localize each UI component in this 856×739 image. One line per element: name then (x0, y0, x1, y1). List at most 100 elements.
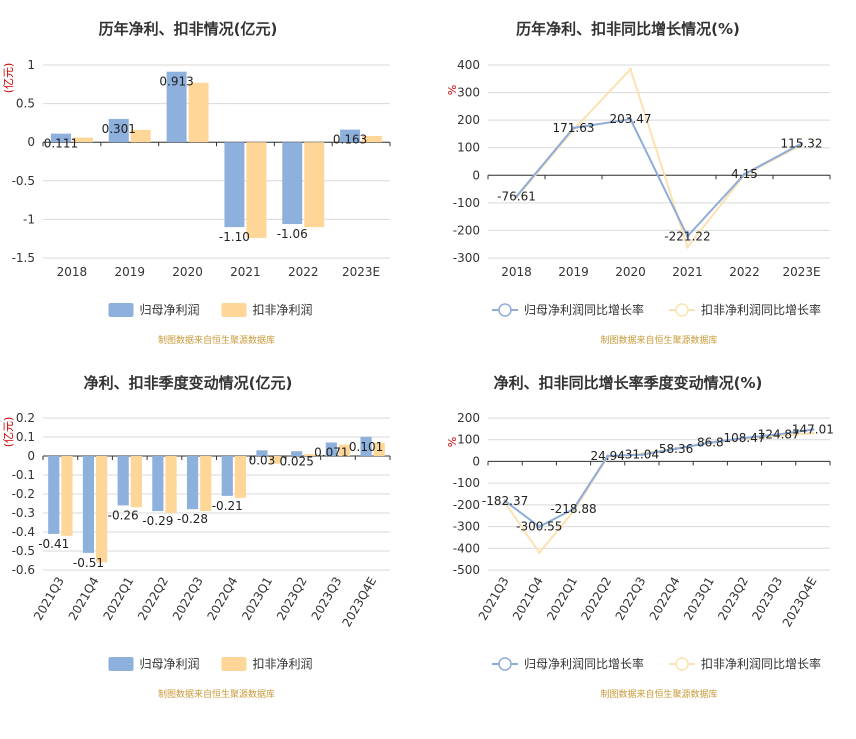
legend-marker-icon (675, 303, 689, 317)
y-axis-label: (亿元) (2, 63, 15, 94)
legend-label: 归母净利润 (140, 303, 200, 317)
legend-label: 扣非净利润同比增长率 (701, 302, 821, 317)
data-label: 58.36 (659, 442, 693, 456)
y-tick-label: -500 (453, 563, 480, 577)
x-tick-label: 2022 (729, 265, 760, 279)
x-tick-label: 2022Q3 (613, 575, 649, 623)
y-tick-label: 0.1 (16, 430, 35, 444)
x-tick-label: 2023Q4E (780, 575, 820, 630)
data-label: 0.913 (159, 75, 193, 89)
data-label: 86.8 (697, 436, 724, 450)
data-label: 31.04 (625, 448, 659, 462)
legend-label: 归母净利润 (140, 657, 200, 671)
chart-title: 历年净利、扣非情况(亿元) (99, 20, 278, 38)
line-deducted-growth (515, 67, 802, 250)
bar-parent-net-profit (282, 142, 303, 225)
data-label: 0.025 (279, 454, 313, 468)
data-label: -1.06 (277, 227, 308, 241)
y-tick-label: -100 (453, 196, 480, 210)
x-tick-label: 2021 (230, 265, 261, 279)
legend-marker-icon (498, 657, 512, 671)
y-axis-label: (亿元) (2, 417, 15, 448)
data-label: 0.101 (349, 440, 383, 454)
chart-title: 历年净利、扣非同比增长情况(%) (516, 20, 740, 38)
legend-marker-icon (498, 303, 512, 317)
y-tick-label: -200 (453, 498, 480, 512)
data-label: 0.03 (249, 453, 276, 467)
x-tick-label: 2022Q2 (578, 575, 614, 623)
data-label: 171.63 (553, 121, 595, 135)
x-tick-label: 2023Q4E (340, 575, 380, 630)
y-tick-label: -300 (453, 251, 480, 265)
bar-deducted-net-profit (61, 456, 73, 536)
bar-parent-net-profit (221, 456, 233, 496)
bar-deducted-net-profit (130, 456, 142, 508)
y-tick-label: 200 (457, 113, 480, 127)
data-label: -76.61 (497, 189, 536, 203)
source-note: 制图数据来自恒生聚源数据库 (600, 334, 717, 346)
legend-swatch-deducted (221, 303, 247, 317)
bar-deducted-net-profit (269, 456, 281, 464)
y-tick-label: 0 (472, 454, 480, 468)
x-tick-label: 2023Q3 (309, 575, 345, 623)
bar-deducted-net-profit (373, 442, 385, 456)
y-tick-label: -0.6 (12, 563, 35, 577)
source-note: 制图数据来自恒生聚源数据库 (158, 334, 275, 346)
x-tick-label: 2022Q4 (647, 575, 683, 623)
legend-label: 扣非净利润 (253, 303, 313, 317)
legend-label: 归母净利润同比增长率 (524, 302, 644, 317)
y-tick-label: -200 (453, 223, 480, 237)
data-label: 147.01 (792, 423, 834, 437)
data-label: -0.41 (38, 537, 69, 551)
quarterly-profit: 净利、扣非季度变动情况(亿元) (亿元) 0.2 0.1 0 -0.1 -0.2 -0.3 -0… (2, 374, 391, 700)
y-tick-label: 200 (457, 411, 480, 425)
bar-parent-net-profit (117, 456, 129, 506)
y-tick-label: 0 (27, 135, 35, 149)
x-tick-label: 2021Q4 (66, 575, 102, 623)
bar-deducted-net-profit (246, 142, 267, 238)
bar-parent-net-profit (291, 451, 303, 456)
data-label: 124.87 (758, 427, 800, 441)
x-tick-label: 2023Q1 (681, 575, 717, 623)
line-point (811, 428, 815, 432)
line-point (572, 509, 575, 513)
y-tick-label: 0.2 (16, 411, 35, 425)
legend-label: 扣非净利润 (253, 657, 313, 671)
data-label: -0.28 (177, 512, 208, 526)
data-label: 0.071 (314, 446, 348, 460)
x-tick-label: 2022Q3 (170, 575, 206, 623)
line-point (686, 245, 689, 249)
bar-deducted-net-profit (362, 136, 383, 143)
data-label: -300.55 (516, 520, 562, 534)
line-parent-growth (515, 118, 802, 239)
x-tick-label: 2021Q3 (31, 575, 67, 623)
x-tick-label: 2020 (172, 265, 203, 279)
legend-marker-icon (675, 657, 689, 671)
bar-deducted-net-profit (96, 456, 108, 563)
line-point (800, 141, 803, 145)
x-tick-label: 2023E (782, 265, 820, 279)
x-tick-label: 2021Q4 (510, 575, 546, 623)
data-label: -0.26 (108, 508, 139, 522)
data-label: 0.163 (333, 133, 367, 147)
data-label: 115.32 (781, 136, 823, 150)
line-point (537, 551, 541, 555)
x-tick-label: 2018 (57, 265, 88, 279)
data-label: 0.301 (102, 122, 136, 136)
x-tick-label: 2021 (672, 265, 703, 279)
line-point (572, 507, 575, 511)
data-label: 203.47 (610, 112, 652, 126)
y-tick-label: -400 (453, 541, 480, 555)
line-point (629, 67, 632, 71)
source-note: 制图数据来自恒生聚源数据库 (158, 688, 275, 700)
data-label: 0.111 (44, 137, 78, 151)
bar-parent-net-profit (152, 456, 164, 512)
legend-swatch-parent (108, 303, 134, 317)
line-point (777, 432, 781, 436)
y-tick-label: -300 (453, 520, 480, 534)
line-point (686, 234, 689, 238)
data-label: 24.94 (591, 449, 625, 463)
y-tick-label: -100 (453, 476, 480, 490)
line-point (572, 126, 575, 130)
y-tick-label: 0.5 (16, 97, 35, 111)
